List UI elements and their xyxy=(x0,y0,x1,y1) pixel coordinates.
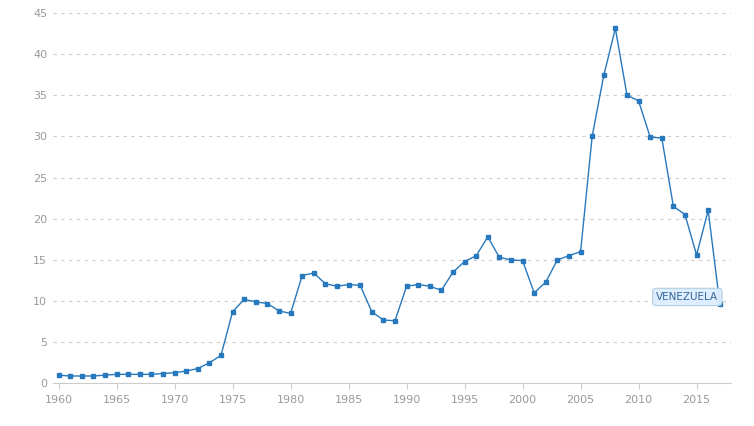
Text: VENEZUELA: VENEZUELA xyxy=(656,292,719,302)
